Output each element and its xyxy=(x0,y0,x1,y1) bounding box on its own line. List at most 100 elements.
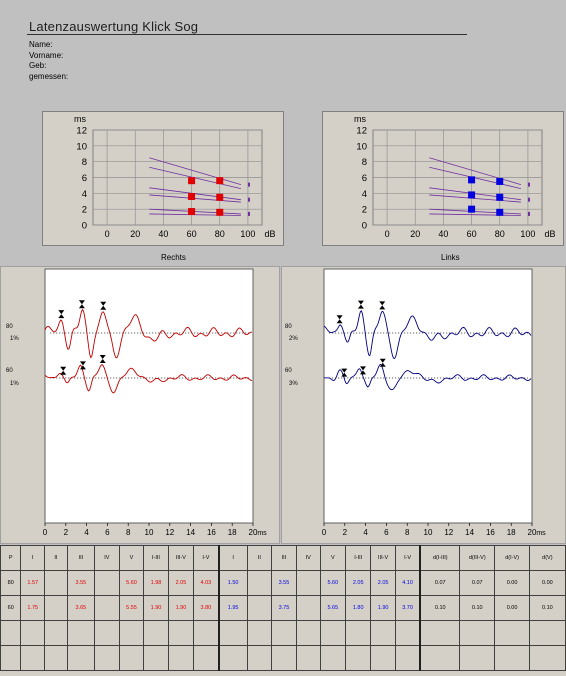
latency-point xyxy=(496,208,504,216)
table-cell: 0.07 xyxy=(459,570,496,596)
y-tick-label: 4 xyxy=(82,189,87,200)
wave-plot-area xyxy=(44,268,254,524)
x-tick-label: 0 xyxy=(105,229,110,239)
peak-marker xyxy=(78,300,85,309)
table-cell xyxy=(528,645,566,671)
latency-table: P I II III IV V I-III III-V I-V I II III IV V I-III III… xyxy=(0,545,566,676)
norm-fit-line xyxy=(149,166,241,189)
x-tick-label: 0 xyxy=(43,528,48,537)
table-header-cell: III xyxy=(66,545,95,571)
y-tick-label: 10 xyxy=(356,141,367,152)
table-header-cell: II xyxy=(246,545,273,571)
level-label-right-2: 60 xyxy=(6,368,13,374)
table-cell: 2.05 xyxy=(167,570,195,596)
x-tick-label: 60 xyxy=(187,229,197,239)
latency-table-grid: P I II III IV V I-III III-V I-V I II III IV V I-III III… xyxy=(0,545,566,671)
table-header-cell: V xyxy=(118,545,145,571)
table-cell xyxy=(193,620,220,646)
table-cell: 0.10 xyxy=(419,595,461,621)
table-cell: 60 xyxy=(0,595,22,621)
x-tick-label: 20 xyxy=(130,229,140,239)
x-tick-label: 20 xyxy=(410,229,420,239)
x-tick-label: 60 xyxy=(467,229,477,239)
x-tick-label: 12 xyxy=(165,528,174,537)
table-cell: 3.70 xyxy=(394,595,421,621)
latency-point xyxy=(216,193,224,201)
x-tick-label: 20 xyxy=(528,528,537,537)
table-cell: 0.10 xyxy=(528,595,566,621)
x-tick-label: 4 xyxy=(84,528,89,537)
waveform-right-svg: 0 2 4 6 8 10 12 14 16 18 20 ms xyxy=(43,268,267,537)
y-tick-label: 8 xyxy=(362,157,367,168)
table-header-cell: III-V xyxy=(167,545,195,571)
table-cell xyxy=(93,620,120,646)
y-unit-label: ms xyxy=(354,114,366,124)
table-cell xyxy=(0,645,22,671)
waveform-trace xyxy=(323,310,532,359)
x-tick-label: 0 xyxy=(385,229,390,239)
table-row xyxy=(0,645,566,671)
x-unit-label: dB xyxy=(264,229,275,239)
table-cell xyxy=(246,595,273,621)
level-pct-right-1: 1% xyxy=(10,336,19,342)
peak-marker xyxy=(99,355,106,364)
table-row: 60 1.75 3.65 5.55 1.90 1.90 3.80 1.95 3.75 5.65 1.… xyxy=(0,595,566,621)
table-cell xyxy=(319,645,346,671)
table-cell xyxy=(295,570,321,596)
table-header-cell: d(III-V) xyxy=(459,545,496,571)
patient-meta: Name: Vorname: Geb: gemessen: xyxy=(29,40,68,82)
table-cell xyxy=(295,595,321,621)
table-header-cell: I-V xyxy=(193,545,220,571)
y-tick-label: 12 xyxy=(76,126,87,137)
latency-point xyxy=(468,176,476,184)
latency-point xyxy=(216,208,224,216)
x-tick-label: 4 xyxy=(363,528,368,537)
peak-marker xyxy=(360,366,366,375)
waveform-left-svg: 0 2 4 6 8 10 12 14 16 18 20 ms xyxy=(322,268,546,537)
table-cell: 1.95 xyxy=(217,595,248,621)
wave-plot-area xyxy=(323,268,533,524)
norm-fit-line xyxy=(429,187,521,201)
table-cell: 1.57 xyxy=(20,570,46,596)
table-cell: 1.90 xyxy=(167,595,195,621)
table-header-cell: IV xyxy=(93,545,120,571)
range-marker xyxy=(528,182,530,187)
table-row: 80 1.57 3.55 5.60 1.98 2.05 4.03 1.50 3.55 5.60 2.… xyxy=(0,570,566,596)
table-cell xyxy=(93,595,120,621)
meta-name: Name: xyxy=(29,40,53,49)
y-tick-label: 0 xyxy=(82,221,87,232)
table-cell: 3.55 xyxy=(271,570,297,596)
waveform-panel-left: 0 2 4 6 8 10 12 14 16 18 20 ms 80 2% 60 3% xyxy=(281,266,566,544)
latency-point xyxy=(188,193,196,200)
table-header-cell: d(I-III) xyxy=(419,545,461,571)
x-unit-label: ms xyxy=(536,530,546,537)
x-tick-label: 100 xyxy=(240,229,255,239)
table-cell: 1.90 xyxy=(143,595,169,621)
norm-fit-line xyxy=(429,157,521,186)
x-tick-label: 14 xyxy=(465,528,474,537)
waveform-trace xyxy=(44,364,253,394)
peak-marker xyxy=(58,310,65,319)
table-cell: 1.75 xyxy=(20,595,46,621)
range-marker xyxy=(248,211,250,216)
table-header-cell: I-III xyxy=(344,545,372,571)
table-cell xyxy=(344,645,372,671)
table-cell xyxy=(295,645,321,671)
peak-marker xyxy=(357,300,364,309)
x-tick-label: 20 xyxy=(249,528,258,537)
table-cell: 1.90 xyxy=(370,595,396,621)
table-cell xyxy=(44,620,68,646)
report-title: Latenzauswertung Klick Sog xyxy=(29,19,199,34)
x-tick-label: 14 xyxy=(186,528,195,537)
table-cell xyxy=(93,645,120,671)
table-cell: 0.07 xyxy=(419,570,461,596)
peak-marker xyxy=(336,315,343,324)
table-row xyxy=(0,620,566,646)
range-marker xyxy=(528,211,530,216)
norm-fit-line xyxy=(149,194,241,203)
latency-point xyxy=(496,177,504,185)
x-tick-label: 18 xyxy=(228,528,237,537)
x-tick-label: 100 xyxy=(520,229,535,239)
x-tick-label: 8 xyxy=(405,528,410,537)
latency-point xyxy=(496,193,504,201)
